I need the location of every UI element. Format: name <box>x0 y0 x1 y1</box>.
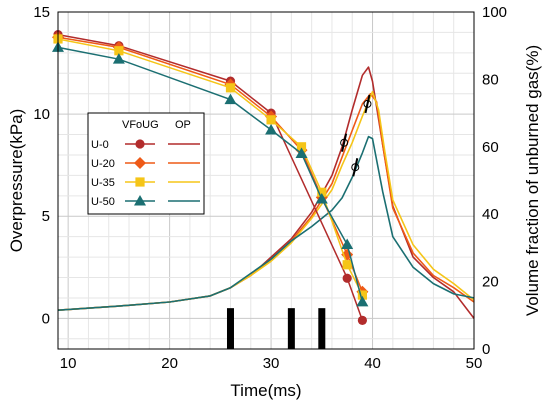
vfoug-point <box>266 115 276 125</box>
tick-mark <box>352 158 359 177</box>
vfoug-point <box>317 187 327 197</box>
vfoug-line-u-50 <box>57 46 364 302</box>
legend-label: U-50 <box>91 196 115 208</box>
y-left-tick-label: 10 <box>33 106 50 123</box>
op-line-u-50 <box>57 135 475 311</box>
black-bars <box>226 308 326 349</box>
vfoug-point <box>225 83 236 93</box>
vfoug-series <box>52 29 369 325</box>
legend-marker <box>135 177 145 187</box>
vfoug-point <box>224 93 237 105</box>
vfoug-point <box>356 295 369 307</box>
legend-header-lines: OP <box>175 119 191 131</box>
vfoug-line-u-0 <box>57 33 364 321</box>
vfoug-point <box>265 123 278 135</box>
x-axis-label: Time(ms) <box>230 381 301 400</box>
y-right-tick-label: 0 <box>482 341 490 358</box>
open-circle-marker <box>351 163 360 172</box>
x-tick-label: 30 <box>263 355 280 372</box>
black-bar <box>318 308 326 349</box>
vfoug-point <box>114 46 124 56</box>
plot-frame <box>57 11 475 350</box>
y-right-tick-label: 40 <box>482 206 499 223</box>
black-bar <box>287 308 295 349</box>
vfoug-point <box>112 53 125 64</box>
tick-mark <box>364 94 371 114</box>
vfoug-point <box>342 260 352 270</box>
legend-label: U-20 <box>91 158 115 170</box>
vfoug-point <box>341 238 354 250</box>
vfoug-point <box>342 273 352 283</box>
vfoug-line-u-35 <box>57 38 364 296</box>
x-tick-label: 10 <box>60 355 77 372</box>
y-right-tick-label: 100 <box>482 4 507 21</box>
open-circle-marker <box>363 99 372 108</box>
vfoug-point <box>341 248 354 261</box>
vfoug-point <box>315 193 328 204</box>
legend-marker <box>135 139 145 149</box>
x-tick-label: 40 <box>364 355 381 372</box>
legend-header-markers: VFoUG <box>122 119 159 131</box>
vfoug-point <box>295 147 308 159</box>
y-axis-label-left: Overpressure(kPa) <box>7 109 26 253</box>
annotations <box>340 94 372 177</box>
legend-marker <box>134 195 146 206</box>
vfoug-point <box>357 315 367 325</box>
legend-label: U-0 <box>91 139 109 151</box>
vfoug-point <box>296 142 307 152</box>
legend-rows: U-0 U-20 U-35 U-50 <box>91 139 200 208</box>
black-bar <box>226 308 234 349</box>
x-tick-label: 50 <box>466 355 483 372</box>
y-left-tick-label: 15 <box>33 4 50 21</box>
tick-mark <box>341 133 348 152</box>
vfoug-point <box>357 290 367 300</box>
y-right-tick-label: 80 <box>482 71 499 88</box>
y-right-tick-label: 20 <box>482 274 499 291</box>
open-circle-marker <box>340 138 349 147</box>
y-left-tick-label: 5 <box>42 208 50 225</box>
legend-marker <box>134 157 146 169</box>
x-tick-label: 20 <box>161 355 178 372</box>
y-axis-label-right: Volume fraction of unburned gas(%) <box>523 45 542 316</box>
op-lines <box>57 66 475 319</box>
y-right-tick-label: 60 <box>482 139 499 156</box>
y-left-tick-label: 0 <box>42 310 50 327</box>
legend: VFoUG OP U-0 U-20 U-35 U-50 <box>87 112 205 215</box>
legend-label: U-35 <box>91 177 115 189</box>
